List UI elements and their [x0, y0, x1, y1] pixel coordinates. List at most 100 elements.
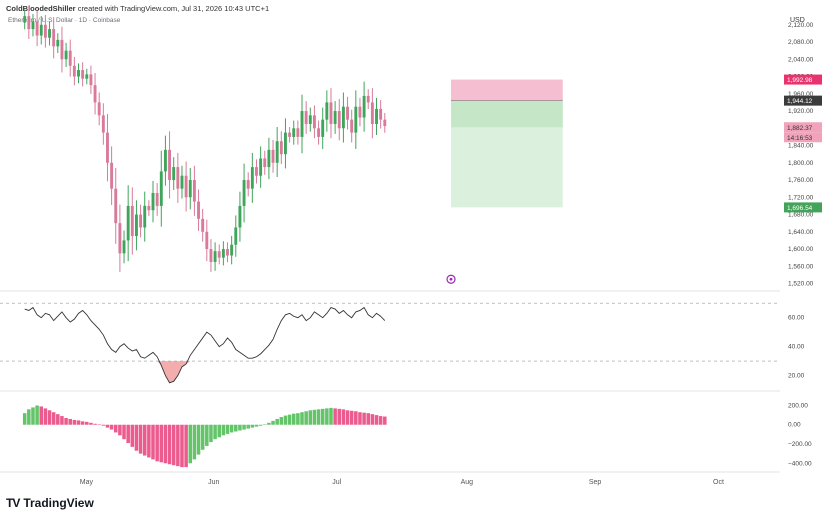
histogram-bar [267, 422, 271, 425]
currency-label: USD [790, 17, 805, 24]
histogram-bar [304, 411, 308, 425]
price-axis-tick: 1,800.00 [788, 160, 814, 167]
candle-body [72, 65, 76, 77]
candle-body [23, 16, 27, 23]
histogram-bar [358, 412, 362, 425]
candle-body [271, 149, 275, 163]
histogram-axis-tick: 0.00 [788, 422, 801, 429]
logo-text: TradingView [23, 496, 94, 510]
candle-body [168, 149, 172, 181]
histogram-bar [151, 424, 155, 460]
candle-body [56, 39, 60, 47]
histogram-bar [192, 424, 197, 460]
price-axis-tick: 1,760.00 [788, 177, 814, 184]
histogram-bar [180, 424, 184, 468]
histogram-bar [250, 424, 255, 428]
candle-body [312, 115, 316, 129]
candle-body [106, 132, 109, 163]
candle-body [275, 141, 279, 163]
candle-body [370, 102, 374, 124]
histogram-bar [349, 410, 354, 425]
chart-header: ColdBloodedShiller created with TradingV… [6, 4, 269, 13]
created-text: created with TradingView.com, Jul 31, 20… [77, 4, 270, 13]
histogram-bar [374, 415, 379, 425]
candle-body [85, 74, 89, 79]
candle-body [188, 180, 192, 198]
current-price-label-bg [784, 122, 822, 133]
candle-body [77, 70, 80, 77]
histogram-bar [296, 413, 300, 425]
candle-body [163, 149, 167, 172]
candle-body [230, 244, 234, 256]
time-axis-label: Aug [461, 479, 474, 486]
time-axis-label: May [80, 479, 94, 486]
histogram-bar [229, 424, 234, 433]
histogram-bar [291, 413, 296, 425]
histogram-axis-tick: 200.00 [788, 402, 808, 409]
time-axis-label: Jun [208, 479, 219, 486]
candle-body [184, 175, 188, 198]
histogram-bar [122, 424, 126, 440]
candle-body [97, 102, 101, 116]
candle-body [205, 231, 209, 250]
candle-body [139, 214, 143, 228]
candle-body [246, 180, 250, 189]
candle-body [238, 205, 242, 228]
rsi-axis-tick: 40.00 [788, 344, 805, 351]
histogram-bar [147, 424, 151, 458]
histogram-bar [254, 424, 259, 427]
candle-body [250, 167, 254, 189]
price-axis-tick: 2,120.00 [788, 22, 814, 29]
histogram-bar [171, 424, 176, 466]
candle-body [234, 227, 238, 245]
candle-body [60, 39, 64, 60]
candle-body [296, 128, 300, 137]
candle-body [354, 106, 358, 133]
candle-body [263, 158, 267, 168]
price-axis-tick: 1,920.00 [788, 108, 814, 115]
candle-body [93, 85, 97, 103]
candle-body [362, 95, 366, 118]
candle-body [151, 192, 155, 211]
histogram-bar [258, 424, 263, 426]
histogram-bar [354, 411, 358, 425]
histogram-bar [118, 424, 122, 436]
countdown-label: 14:16:53 [787, 135, 813, 142]
time-axis-label: Sep [589, 479, 602, 486]
price-axis-tick: 1,640.00 [788, 229, 814, 236]
candle-body [118, 223, 122, 254]
candle-body [375, 108, 378, 124]
rsi-line [24, 306, 386, 384]
rsi-axis-tick: 20.00 [788, 373, 805, 380]
histogram-bar [35, 405, 39, 425]
tradingview-logo[interactable]: TV TradingView [6, 496, 94, 510]
histogram-bar [39, 406, 44, 425]
stop-price-label: 1,992.98 [787, 77, 813, 84]
candle-body [180, 175, 184, 189]
histogram-bar [159, 424, 164, 463]
histogram-bar [316, 409, 321, 425]
histogram-bar [176, 424, 180, 467]
candle-body [383, 119, 387, 127]
candle-body [304, 111, 308, 124]
candle-body [81, 70, 85, 79]
candle-body [89, 74, 93, 86]
histogram-bar [47, 410, 52, 425]
histogram-bar [134, 424, 139, 451]
target-price-label: 1,696.54 [787, 205, 813, 212]
histogram-bar [31, 407, 35, 425]
histogram-bar [263, 424, 267, 425]
candle-body [321, 119, 325, 137]
histogram-bar [341, 409, 346, 425]
histogram-bar [209, 424, 213, 443]
event-marker-dot [449, 277, 453, 281]
histogram-bar [22, 413, 27, 425]
candle-body [201, 218, 205, 232]
histogram-bar [167, 424, 172, 465]
rsi-axis-tick: 60.00 [788, 315, 805, 322]
histogram-bar [378, 416, 383, 425]
histogram-bar [80, 421, 85, 425]
histogram-bar [242, 424, 246, 430]
histogram-bar [101, 424, 106, 426]
